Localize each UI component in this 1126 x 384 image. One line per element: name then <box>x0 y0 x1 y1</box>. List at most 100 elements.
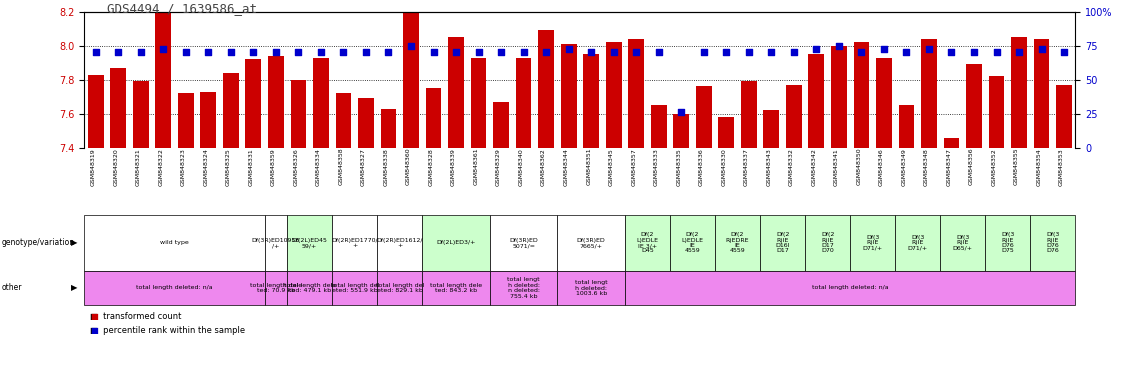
Bar <box>583 54 599 148</box>
Point <box>1033 46 1051 52</box>
Point <box>447 49 465 55</box>
Point <box>289 49 307 55</box>
Text: GSM848340: GSM848340 <box>519 148 524 185</box>
Text: GSM848345: GSM848345 <box>609 148 614 185</box>
Text: total lengt
h deleted:
1003.6 kb: total lengt h deleted: 1003.6 kb <box>575 280 607 296</box>
Text: Df(2L)ED3/+: Df(2L)ED3/+ <box>437 240 475 245</box>
Bar <box>381 109 396 148</box>
Text: GSM848360: GSM848360 <box>406 148 411 185</box>
Text: total length dele
ted: 843.2 kb: total length dele ted: 843.2 kb <box>430 283 482 293</box>
Bar <box>448 37 464 148</box>
Text: GSM848333: GSM848333 <box>654 148 659 186</box>
Text: Df(3R)ED10953
/+: Df(3R)ED10953 /+ <box>252 238 300 248</box>
Text: Df(2
R)IE
D16I
D17: Df(2 R)IE D16I D17 <box>776 232 789 253</box>
Text: Df(3
R)IE
D71/+: Df(3 R)IE D71/+ <box>908 235 928 251</box>
Point <box>605 49 623 55</box>
Text: GSM848347: GSM848347 <box>947 148 951 186</box>
Text: GSM848338: GSM848338 <box>384 148 388 185</box>
Text: GSM848350: GSM848350 <box>857 148 861 185</box>
Point <box>560 46 578 52</box>
Text: total length del
eted: 829.1 kb: total length del eted: 829.1 kb <box>376 283 423 293</box>
Text: ▶: ▶ <box>71 238 78 247</box>
Text: GSM848330: GSM848330 <box>722 148 726 185</box>
Bar <box>741 81 757 148</box>
Point <box>1010 49 1028 55</box>
Bar <box>516 58 531 148</box>
Point <box>109 49 127 55</box>
Point <box>807 46 825 52</box>
Point <box>852 49 870 55</box>
Bar <box>966 65 982 148</box>
Text: Df(2
L)EDLE
IE
4559: Df(2 L)EDLE IE 4559 <box>681 232 704 253</box>
Point <box>672 109 690 115</box>
Text: total length dele
ted: 70.9 kb: total length dele ted: 70.9 kb <box>250 283 302 293</box>
Text: Df(2
R)IE
D17
D70: Df(2 R)IE D17 D70 <box>821 232 834 253</box>
Text: ■  transformed count: ■ transformed count <box>90 312 181 321</box>
Text: total length dele
ted: 479.1 kb: total length dele ted: 479.1 kb <box>284 283 336 293</box>
Text: GSM848344: GSM848344 <box>564 148 569 186</box>
Text: GSM848335: GSM848335 <box>677 148 681 185</box>
Bar <box>1011 37 1027 148</box>
Text: Df(2
R)EDRE
IE
4559: Df(2 R)EDRE IE 4559 <box>726 232 749 253</box>
Point <box>785 49 803 55</box>
Bar <box>133 81 149 148</box>
Point <box>942 49 960 55</box>
Point <box>762 49 780 55</box>
Point <box>988 49 1006 55</box>
Text: GSM848320: GSM848320 <box>114 148 118 185</box>
Text: GSM848353: GSM848353 <box>1060 148 1064 185</box>
Text: GSM848358: GSM848358 <box>339 148 343 185</box>
Bar <box>291 79 306 148</box>
Point <box>830 43 848 49</box>
Text: GSM848325: GSM848325 <box>226 148 231 185</box>
Text: total length del
eted: 551.9 kb: total length del eted: 551.9 kb <box>331 283 378 293</box>
Point <box>312 49 330 55</box>
Text: GSM848352: GSM848352 <box>992 148 997 185</box>
Text: GSM848324: GSM848324 <box>204 148 208 186</box>
Bar <box>426 88 441 148</box>
Point <box>154 46 172 52</box>
Text: wild type: wild type <box>160 240 189 245</box>
Point <box>132 49 150 55</box>
Bar <box>403 12 419 148</box>
Text: ■: ■ <box>90 312 98 321</box>
Text: GSM848322: GSM848322 <box>159 148 163 186</box>
Point <box>537 49 555 55</box>
Bar <box>921 39 937 148</box>
Point <box>515 49 533 55</box>
Point <box>334 49 352 55</box>
Bar <box>313 58 329 148</box>
Bar <box>989 76 1004 148</box>
Bar <box>786 85 802 148</box>
Bar <box>538 30 554 148</box>
Bar <box>854 42 869 148</box>
Bar <box>1056 85 1072 148</box>
Point <box>199 49 217 55</box>
Bar <box>200 92 216 148</box>
Text: GDS4494 / 1639586_at: GDS4494 / 1639586_at <box>107 2 257 15</box>
Text: genotype/variation: genotype/variation <box>1 238 74 247</box>
Bar <box>155 12 171 148</box>
Bar <box>88 74 104 148</box>
Bar <box>696 86 712 148</box>
Point <box>695 49 713 55</box>
Text: GSM848359: GSM848359 <box>271 148 276 185</box>
Text: Df(2L)ED45
59/+: Df(2L)ED45 59/+ <box>292 238 328 248</box>
Text: GSM848341: GSM848341 <box>834 148 839 185</box>
Text: ■: ■ <box>90 326 98 335</box>
Text: GSM848355: GSM848355 <box>1015 148 1019 185</box>
Point <box>177 49 195 55</box>
Text: GSM848321: GSM848321 <box>136 148 141 185</box>
Bar <box>178 93 194 148</box>
Point <box>379 49 397 55</box>
Bar <box>110 68 126 148</box>
Text: GSM848327: GSM848327 <box>361 148 366 186</box>
Text: GSM848346: GSM848346 <box>879 148 884 185</box>
Text: GSM848342: GSM848342 <box>812 148 816 186</box>
Text: GSM848336: GSM848336 <box>699 148 704 185</box>
Point <box>717 49 735 55</box>
Point <box>402 43 420 49</box>
Text: total lengt
h deleted:
n deleted:
755.4 kb: total lengt h deleted: n deleted: 755.4 … <box>508 277 539 299</box>
Bar <box>358 98 374 148</box>
Text: GSM848354: GSM848354 <box>1037 148 1042 185</box>
